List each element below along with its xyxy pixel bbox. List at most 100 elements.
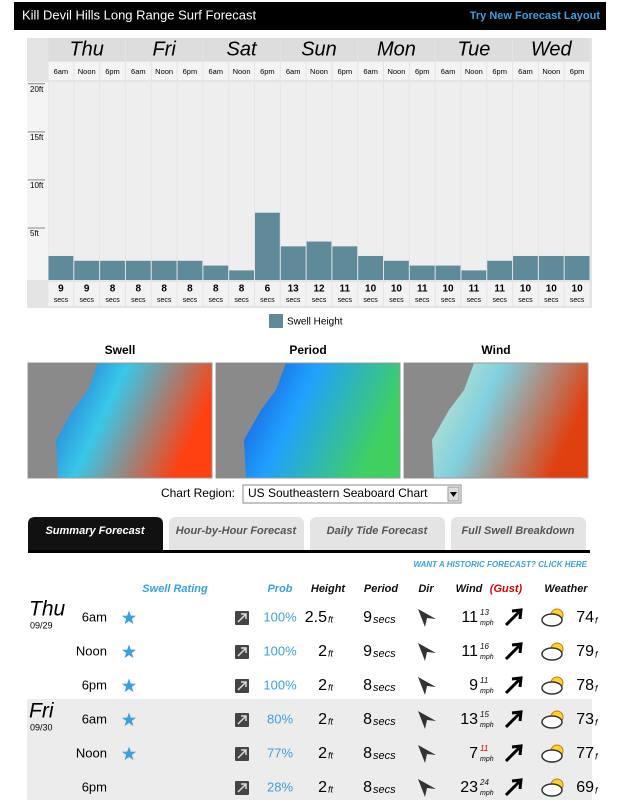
day-cell bbox=[435, 38, 513, 61]
time-label: 6am bbox=[131, 67, 146, 76]
time-cell bbox=[151, 62, 177, 80]
tab[interactable] bbox=[310, 517, 445, 550]
day-name: Thu bbox=[29, 598, 66, 621]
legend-label: Swell Height bbox=[287, 317, 343, 328]
time-label: 6pm bbox=[570, 67, 585, 76]
day-cell bbox=[280, 38, 358, 61]
gust: 16 bbox=[480, 642, 489, 651]
day-cell bbox=[125, 38, 203, 61]
time-label: Noon bbox=[542, 67, 560, 76]
time-label: Noon bbox=[310, 67, 328, 76]
period-value: 9 bbox=[58, 284, 64, 295]
period: 8 bbox=[363, 711, 372, 728]
temp-unit: f bbox=[595, 683, 599, 693]
tab[interactable] bbox=[28, 517, 163, 550]
bar bbox=[384, 260, 409, 280]
temp: 69 bbox=[576, 779, 594, 796]
day-label: Wed bbox=[531, 38, 573, 60]
time-label: Noon bbox=[78, 67, 96, 76]
bar-slot bbox=[100, 82, 125, 280]
bar bbox=[203, 265, 229, 280]
time-cell bbox=[229, 62, 254, 80]
column-header: Weather bbox=[544, 583, 588, 595]
day-block bbox=[27, 699, 592, 800]
period-value: 10 bbox=[365, 284, 377, 295]
bar bbox=[100, 260, 125, 280]
wind-unit: mph bbox=[480, 654, 494, 661]
wind: 9 bbox=[469, 677, 478, 694]
period-cell bbox=[487, 282, 513, 306]
height: 2 bbox=[318, 745, 327, 762]
height-unit: ft bbox=[328, 614, 334, 624]
bar bbox=[538, 255, 564, 280]
prob: 28% bbox=[267, 779, 293, 794]
bar-slot bbox=[151, 82, 177, 280]
bar-slot bbox=[177, 82, 203, 280]
temp-unit: f bbox=[595, 751, 599, 761]
bar bbox=[487, 260, 513, 280]
time-cell bbox=[384, 62, 409, 80]
time-label: 6am bbox=[208, 67, 223, 76]
wind-unit: mph bbox=[480, 722, 494, 729]
period-value: 11 bbox=[417, 284, 428, 295]
time-cell bbox=[254, 62, 280, 80]
bar-slot bbox=[513, 82, 538, 280]
height: 2.5 bbox=[305, 609, 327, 626]
region-select[interactable] bbox=[242, 484, 462, 504]
prob: 80% bbox=[267, 711, 293, 726]
period-cell bbox=[384, 282, 409, 306]
tab[interactable] bbox=[451, 517, 586, 550]
swell-direction bbox=[418, 711, 436, 729]
bar-slot bbox=[461, 82, 487, 280]
tab-label[interactable]: Summary Forecast bbox=[45, 525, 145, 537]
time-cell bbox=[100, 62, 125, 80]
period-unit: secs bbox=[373, 682, 396, 694]
period-value: 13 bbox=[288, 284, 300, 295]
new-layout-link[interactable]: Try New Forecast Layout bbox=[470, 10, 601, 22]
period-cell bbox=[229, 282, 254, 306]
historic-link[interactable]: WANT A HISTORIC FORECAST? CLICK HERE bbox=[414, 560, 588, 569]
temp: 78 bbox=[576, 677, 594, 694]
tab[interactable] bbox=[169, 517, 304, 550]
period-cell bbox=[151, 282, 177, 306]
period-unit: secs bbox=[54, 297, 69, 304]
gust: 15 bbox=[480, 710, 489, 719]
wind-arrow bbox=[504, 642, 523, 661]
period-cell bbox=[435, 282, 461, 306]
wind-arrow bbox=[504, 710, 523, 729]
time-cell bbox=[306, 62, 332, 80]
column-header: Dir bbox=[418, 583, 434, 595]
tab-label[interactable]: Hour-by-Hour Forecast bbox=[176, 525, 298, 537]
swell-direction bbox=[418, 745, 436, 763]
period-value: 10 bbox=[520, 284, 532, 295]
bar bbox=[358, 255, 384, 280]
period-unit: secs bbox=[518, 297, 533, 304]
time-label: 6pm bbox=[492, 67, 507, 76]
time: 6pm bbox=[82, 677, 107, 692]
time-cell bbox=[487, 62, 513, 80]
temp: 73 bbox=[576, 711, 594, 728]
time: Noon bbox=[76, 643, 107, 658]
tab-label[interactable]: Daily Tide Forecast bbox=[327, 525, 429, 537]
top-bar bbox=[14, 2, 606, 30]
period-value: 8 bbox=[110, 284, 116, 295]
swell-direction bbox=[418, 677, 436, 695]
period-cell bbox=[564, 282, 590, 306]
period-unit: secs bbox=[183, 297, 198, 304]
period-unit: secs bbox=[286, 297, 301, 304]
temp: 79 bbox=[576, 643, 594, 660]
period-unit: secs bbox=[363, 297, 378, 304]
height-unit: ft bbox=[328, 784, 334, 794]
rating-star bbox=[121, 678, 137, 693]
y-tick-label: 20ft bbox=[30, 85, 44, 94]
time-cell bbox=[203, 62, 229, 80]
period-cell bbox=[74, 282, 100, 306]
tab-label[interactable]: Full Swell Breakdown bbox=[461, 525, 574, 537]
map-land bbox=[216, 363, 286, 478]
period-cell bbox=[177, 282, 203, 306]
time-label: 6pm bbox=[260, 67, 275, 76]
temp-unit: f bbox=[595, 615, 599, 625]
time-cell bbox=[177, 62, 203, 80]
period-unit: secs bbox=[373, 648, 396, 660]
period-unit: secs bbox=[260, 297, 275, 304]
